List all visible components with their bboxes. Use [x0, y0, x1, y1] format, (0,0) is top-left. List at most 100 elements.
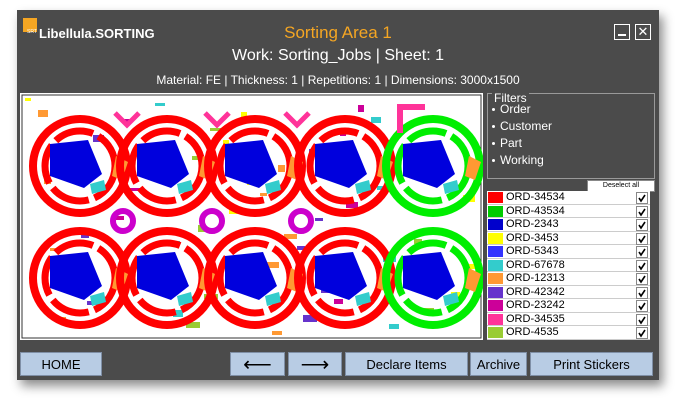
sheet-part: [260, 193, 267, 196]
order-row: ORD-42342: [487, 285, 650, 299]
sheet-part: [334, 299, 343, 304]
sheet-part: [110, 208, 136, 234]
sheet-part: [29, 115, 131, 217]
filter-item: Part: [500, 136, 523, 150]
order-name: ORD-67678: [506, 258, 565, 271]
sheet-part: [137, 140, 189, 188]
close-button[interactable]: ✕: [635, 24, 651, 40]
order-row: ORD-34535: [487, 312, 650, 326]
sheet-part: [355, 292, 371, 306]
filters-panel: Filters Order Customer Part Working: [487, 91, 655, 179]
order-color: [488, 205, 503, 217]
sheet-part: [272, 331, 282, 335]
order-checkbox[interactable]: [636, 219, 648, 231]
order-checkbox[interactable]: [636, 273, 648, 285]
order-color: [488, 219, 503, 230]
declare-button[interactable]: Declare Items: [345, 352, 468, 376]
sheet-part: [112, 216, 124, 220]
order-name: ORD-34535: [506, 312, 565, 325]
order-color: [488, 273, 503, 284]
order-checkbox[interactable]: [636, 205, 648, 218]
order-row: ORD-67678: [487, 258, 650, 272]
filter-bullet: [492, 159, 495, 162]
sheet-part: [403, 252, 455, 300]
sheet-part: [403, 140, 455, 188]
order-checkbox[interactable]: [636, 246, 648, 258]
sheet-part: [443, 292, 459, 306]
filter-bullet: [492, 125, 495, 128]
minimize-button[interactable]: [614, 24, 630, 40]
sheet-part: [38, 110, 48, 117]
order-name: ORD-42342: [506, 285, 565, 298]
order-name: ORD-12313: [506, 272, 565, 284]
order-checkbox[interactable]: [636, 232, 648, 245]
sheet-part: [469, 264, 478, 269]
sheet-part: [186, 322, 200, 328]
order-color: [488, 246, 503, 257]
window: SRT Libellula.SORTING Sorting Area 1 ✕ W…: [17, 10, 659, 380]
home-button[interactable]: HOME: [20, 352, 102, 376]
order-checkbox[interactable]: [636, 327, 648, 339]
order-checkbox[interactable]: [636, 259, 648, 272]
sheet-part: [284, 234, 297, 239]
order-name: ORD-3453: [506, 231, 559, 244]
sheet-part: [116, 227, 218, 329]
sheet-view: [20, 93, 483, 340]
filters-title: Filters: [492, 91, 529, 105]
sheet-part: [241, 112, 247, 118]
sheet-part: [297, 246, 305, 250]
sheet-part: [315, 140, 367, 188]
order-name: ORD-4535: [506, 326, 559, 338]
sheet-part: [203, 111, 231, 129]
order-checkbox[interactable]: [636, 286, 648, 299]
sheet-part: [382, 227, 483, 329]
sheet-part: [303, 315, 317, 322]
sheet-part: [25, 98, 31, 101]
sheet-part: [294, 227, 396, 329]
filter-bullet: [492, 108, 495, 111]
order-name: ORD-43534: [506, 204, 565, 217]
filter-item: Order: [500, 102, 531, 116]
sheet-part: [50, 140, 102, 188]
sheet-part: [130, 188, 142, 191]
print-button[interactable]: Print Stickers: [530, 352, 653, 376]
order-list: ORD-34534 ORD-43534 ORD-2343 ORD-3453 ORD-53…: [487, 191, 650, 340]
order-color: [488, 286, 503, 298]
order-color: [488, 192, 503, 203]
order-checkbox[interactable]: [636, 300, 648, 312]
sheet-part: [265, 292, 281, 306]
order-checkbox[interactable]: [636, 313, 648, 326]
back-button[interactable]: ⟵: [230, 352, 285, 376]
sheet-part: [199, 208, 225, 234]
sheet-part: [358, 105, 364, 112]
sheet-part: [355, 180, 371, 194]
sheet-part: [223, 140, 229, 147]
sheet-part: [210, 128, 221, 131]
sheet-part: [465, 268, 481, 292]
order-name: ORD-5343: [506, 245, 559, 257]
filter-bullet: [492, 142, 495, 145]
order-row: ORD-12313: [487, 272, 650, 286]
sheet-part: [116, 115, 218, 217]
logo-badge: SRT: [27, 29, 37, 35]
sheet-part: [315, 218, 323, 221]
order-color: [488, 313, 503, 325]
filter-item: Customer: [500, 119, 553, 133]
sheet-part: [288, 208, 314, 234]
sheet-part: [113, 111, 141, 129]
order-row: ORD-34534: [487, 191, 650, 205]
sheet-part: [90, 180, 106, 194]
sheet-part: [382, 115, 483, 217]
sheet-part: [278, 165, 285, 172]
order-checkbox[interactable]: [636, 192, 648, 204]
sheet-part: [377, 186, 384, 190]
archive-button[interactable]: Archive: [470, 352, 527, 376]
sheet-part: [294, 115, 396, 217]
order-name: ORD-2343: [506, 218, 559, 230]
order-name: ORD-34534: [506, 191, 565, 203]
sheet-part: [315, 252, 367, 300]
sheet-part: [50, 252, 102, 300]
info-line: Material: FE | Thickness: 1 | Repetition…: [156, 73, 520, 87]
forward-button[interactable]: ⟶: [288, 352, 342, 376]
